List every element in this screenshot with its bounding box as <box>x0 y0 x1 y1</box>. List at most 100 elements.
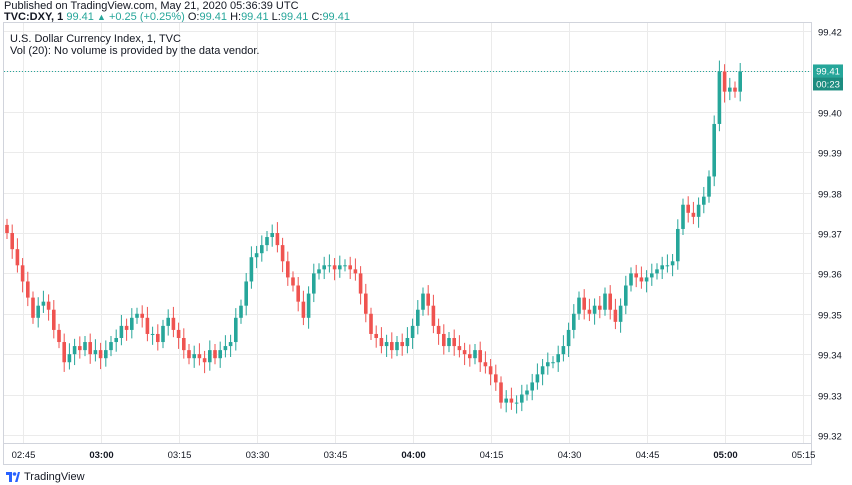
candle-body <box>208 350 212 363</box>
candle-body <box>322 265 326 270</box>
candle-body <box>98 350 103 359</box>
candle-body <box>88 342 92 355</box>
candle-body <box>535 374 540 383</box>
candle-body <box>650 273 654 278</box>
y-tick-label: 99.38 <box>818 190 842 201</box>
candle-body <box>260 245 264 254</box>
candle-body <box>525 390 529 395</box>
candle-body <box>332 265 337 270</box>
candle-body <box>72 346 77 355</box>
y-tick-label: 99.34 <box>818 351 842 362</box>
candle-body <box>509 398 514 403</box>
countdown-tag-value: 00:23 <box>816 79 840 90</box>
candle-body <box>514 402 519 404</box>
low-value: 99.41 <box>280 11 309 23</box>
candle-body <box>41 301 46 306</box>
candle-body <box>213 350 217 359</box>
candle-body <box>546 362 550 367</box>
gridlines <box>4 23 811 443</box>
candle-body <box>540 366 545 375</box>
candle-body <box>738 71 742 92</box>
candle-body <box>270 233 274 238</box>
y-tick-label: 99.42 <box>818 28 842 39</box>
candle-body <box>608 293 612 310</box>
candle-body <box>566 329 571 347</box>
candle-body <box>52 309 56 330</box>
candle-body <box>317 269 321 274</box>
candle-body <box>20 265 25 282</box>
last-price-tag: 99.41 00:23 <box>813 64 843 91</box>
candle-body <box>395 342 399 351</box>
candle-body <box>400 342 404 347</box>
candle-body <box>176 329 181 338</box>
candle-body <box>192 354 196 359</box>
candle-body <box>728 87 732 92</box>
candle-body <box>379 338 384 347</box>
candle-body <box>598 305 602 310</box>
published-line: Published on TradingView.com, May 21, 20… <box>4 0 299 12</box>
candle-body <box>306 293 311 318</box>
candle-body <box>457 346 462 351</box>
candle-body <box>93 350 98 355</box>
candle-body <box>722 71 727 92</box>
time-axis[interactable]: 02:45 03:00 03:15 03:30 03:45 04:00 04:15 04:30… <box>4 443 852 462</box>
candle-body <box>291 277 295 286</box>
candle-body <box>67 354 72 363</box>
candle-body <box>46 301 51 310</box>
candle-body <box>218 350 222 359</box>
candle-body <box>436 325 441 334</box>
candle-body <box>582 297 586 310</box>
candle-body <box>660 265 664 270</box>
symbol-info-line: TVC:DXY, 1 99.41 ▲ +0.25 (+0.25%) O:99.4… <box>4 11 350 23</box>
x-tick-label: 03:15 <box>168 450 192 461</box>
tradingview-logo-icon <box>6 472 20 482</box>
candle-body <box>634 273 638 278</box>
candle-body <box>343 265 347 267</box>
candle-body <box>556 354 560 363</box>
candle-body <box>587 309 592 314</box>
candle-body <box>676 228 680 262</box>
symbol-name: TVC:DXY, 1 <box>4 11 64 23</box>
open-label: O: <box>187 11 200 23</box>
candle-body <box>364 293 368 314</box>
candle-body <box>624 285 628 306</box>
candle-body <box>416 309 420 326</box>
candle-body <box>665 265 670 267</box>
open-value: 99.41 <box>199 11 227 23</box>
candle-body <box>62 342 66 363</box>
candle-body <box>187 350 191 359</box>
candle-body <box>15 249 20 266</box>
candle-body <box>166 317 170 326</box>
x-tick-label: 04:00 <box>401 450 425 461</box>
candle-body <box>26 281 30 298</box>
candle-body <box>254 253 259 258</box>
candle-body <box>421 293 425 310</box>
candle-body <box>390 342 394 351</box>
x-tick-label: 03:45 <box>324 450 348 461</box>
x-tick-label: 05:00 <box>713 450 737 461</box>
candle-body <box>410 325 415 338</box>
candle-body <box>499 382 503 403</box>
candle-body <box>712 123 716 177</box>
candle-body <box>244 281 248 306</box>
candle-body <box>348 265 352 270</box>
candle-body <box>504 398 508 403</box>
candle-body <box>577 297 581 314</box>
candle-body <box>145 317 150 334</box>
candle-body <box>483 362 488 367</box>
high-value: 99.41 <box>241 11 269 23</box>
candle-body <box>613 309 618 322</box>
last-price-tag-value: 99.41 <box>816 66 840 77</box>
candle-body <box>234 317 238 343</box>
y-tick-label: 99.32 <box>818 432 842 443</box>
candle-body <box>717 71 722 124</box>
y-tick-label: 99.39 <box>818 149 842 160</box>
footer-brand: TradingView <box>24 471 85 483</box>
candle-body <box>223 346 228 351</box>
candle-body <box>197 354 202 359</box>
candle-body <box>691 212 696 217</box>
candle-body <box>639 277 644 282</box>
candle-body <box>670 261 675 266</box>
candle-body <box>124 325 129 330</box>
